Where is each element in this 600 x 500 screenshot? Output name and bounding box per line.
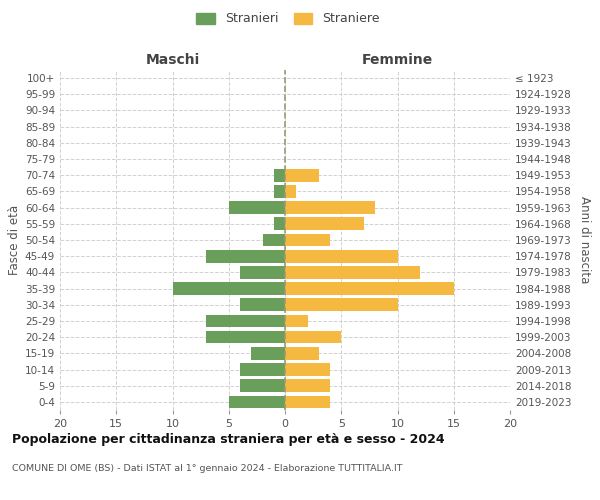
Bar [206, 314, 285, 328]
Bar [285, 282, 454, 295]
Bar [274, 218, 285, 230]
Bar [285, 396, 330, 408]
Legend: Stranieri, Straniere: Stranieri, Straniere [193, 8, 383, 29]
Y-axis label: Anni di nascita: Anni di nascita [578, 196, 591, 284]
Bar [240, 380, 285, 392]
Bar [229, 202, 285, 214]
Bar [285, 331, 341, 344]
Bar [274, 169, 285, 181]
Bar [274, 185, 285, 198]
Bar [285, 250, 398, 262]
Bar [285, 218, 364, 230]
Bar [285, 314, 308, 328]
Bar [240, 266, 285, 278]
Text: COMUNE DI OME (BS) - Dati ISTAT al 1° gennaio 2024 - Elaborazione TUTTITALIA.IT: COMUNE DI OME (BS) - Dati ISTAT al 1° ge… [12, 464, 403, 473]
Bar [173, 282, 285, 295]
Bar [285, 169, 319, 181]
Bar [285, 363, 330, 376]
Y-axis label: Fasce di età: Fasce di età [8, 205, 21, 275]
Bar [285, 185, 296, 198]
Bar [285, 380, 330, 392]
Text: Maschi: Maschi [145, 53, 200, 67]
Bar [285, 298, 398, 311]
Bar [285, 266, 420, 278]
Bar [285, 202, 375, 214]
Bar [251, 347, 285, 360]
Text: Femmine: Femmine [362, 53, 433, 67]
Bar [206, 331, 285, 344]
Bar [206, 250, 285, 262]
Text: Popolazione per cittadinanza straniera per età e sesso - 2024: Popolazione per cittadinanza straniera p… [12, 432, 445, 446]
Bar [240, 363, 285, 376]
Bar [285, 234, 330, 246]
Bar [285, 347, 319, 360]
Bar [263, 234, 285, 246]
Bar [240, 298, 285, 311]
Bar [229, 396, 285, 408]
